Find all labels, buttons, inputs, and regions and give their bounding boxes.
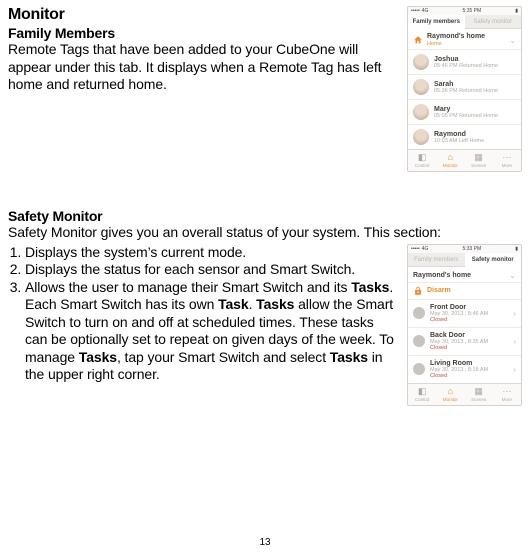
- sensor-dot-icon: [413, 335, 425, 347]
- sensor-row[interactable]: Living Room May 30, 2013 , 8:18 AM Close…: [408, 355, 521, 383]
- sensor-state: Closed: [430, 373, 488, 379]
- tab-family-members[interactable]: Family members: [408, 15, 465, 29]
- status-bar: ••••• 4G 5:33 PM ▮: [408, 245, 521, 253]
- more-icon: ⋯: [502, 387, 511, 396]
- sensor-row[interactable]: Front Door May 30, 2013 , 8:46 AM Closed…: [408, 299, 521, 327]
- avatar: [413, 54, 429, 70]
- sensor-state: Closed: [430, 317, 488, 323]
- sensor-name: Living Room: [430, 360, 488, 367]
- signal-dots: •••••: [411, 8, 420, 14]
- body-paragraph: Remote Tags that have been added to your…: [8, 41, 399, 94]
- page-number: 13: [0, 537, 530, 548]
- member-row[interactable]: Joshua 05:46 PM Returned Home: [408, 49, 521, 74]
- control-icon: ◧: [418, 153, 427, 162]
- nav-scenes[interactable]: ▦Scenes: [465, 150, 493, 171]
- bottom-nav: ◧Control ⌂Monitor ▦Scenes ⋯More: [408, 383, 521, 405]
- nav-more[interactable]: ⋯More: [493, 150, 521, 171]
- chevron-down-icon: ⌄: [509, 271, 516, 280]
- tab-safety-monitor[interactable]: Safety monitor: [465, 15, 522, 28]
- member-row[interactable]: Raymond 10:03 AM Left Home: [408, 124, 521, 149]
- avatar: [413, 79, 429, 95]
- avatar: [413, 104, 429, 120]
- sensor-name: Front Door: [430, 304, 488, 311]
- bottom-nav: ◧Control ⌂Monitor ▦Scenes ⋯More: [408, 149, 521, 171]
- monitor-icon: ⌂: [448, 153, 453, 162]
- battery-icon: ▮: [515, 8, 518, 14]
- home-name: Raymond's home: [427, 33, 485, 40]
- scenes-icon: ▦: [474, 153, 483, 162]
- home-header[interactable]: Raymond's home ⌄: [408, 267, 521, 282]
- subsection-title: Safety Monitor: [8, 208, 522, 224]
- list-item: Displays the status for each sensor and …: [25, 261, 399, 279]
- nav-control[interactable]: ◧Control: [408, 150, 436, 171]
- nav-monitor[interactable]: ⌂Monitor: [436, 384, 464, 405]
- chevron-down-icon: ⌄: [509, 36, 516, 45]
- member-name: Joshua: [434, 56, 498, 63]
- sensor-row[interactable]: Back Door May 30, 2013 , 8:35 AM Closed …: [408, 327, 521, 355]
- home-sublabel: Home: [427, 41, 485, 47]
- subsection-title: Family Members: [8, 25, 399, 41]
- intro-paragraph: Safety Monitor gives you an overall stat…: [8, 224, 522, 242]
- network-label: 4G: [422, 246, 429, 252]
- member-name: Sarah: [434, 81, 498, 88]
- nav-monitor[interactable]: ⌂Monitor: [436, 150, 464, 171]
- sensor-name: Back Door: [430, 332, 488, 339]
- tab-family-members[interactable]: Family members: [408, 253, 465, 266]
- control-icon: ◧: [418, 387, 427, 396]
- sensor-state: Closed: [430, 345, 488, 351]
- section-title: Monitor: [8, 6, 399, 24]
- network-label: 4G: [422, 8, 429, 14]
- sensor-time: May 30, 2013 , 8:18 AM: [430, 367, 488, 373]
- chevron-right-icon: ›: [513, 365, 516, 374]
- member-name: Raymond: [434, 131, 484, 138]
- feature-list: Displays the system’s current mode. Disp…: [8, 244, 399, 384]
- more-icon: ⋯: [502, 153, 511, 162]
- list-item: Allows the user to manage their Smart Sw…: [25, 279, 399, 384]
- nav-more[interactable]: ⋯More: [493, 384, 521, 405]
- sensor-dot-icon: [413, 307, 425, 319]
- member-status: 05:36 PM Returned Home: [434, 88, 498, 94]
- status-bar: ••••• 4G 5:35 PM ▮: [408, 7, 521, 15]
- monitor-icon: ⌂: [448, 387, 453, 396]
- member-row[interactable]: Mary 05:05 PM Returned Home: [408, 99, 521, 124]
- home-icon: [413, 35, 423, 45]
- screenshot-safety-monitor: ••••• 4G 5:33 PM ▮ Family members Safety…: [407, 244, 522, 406]
- list-item: Displays the system’s current mode.: [25, 244, 399, 262]
- member-row[interactable]: Sarah 05:36 PM Returned Home: [408, 74, 521, 99]
- signal-dots: •••••: [411, 246, 420, 252]
- screenshot-family-members: ••••• 4G 5:35 PM ▮ Family members Safety…: [407, 6, 522, 172]
- top-tabs: Family members Safety monitor: [408, 15, 521, 29]
- home-name: Raymond's home: [413, 272, 471, 279]
- member-name: Mary: [434, 106, 498, 113]
- clock: 5:35 PM: [463, 8, 482, 14]
- nav-scenes[interactable]: ▦Scenes: [465, 384, 493, 405]
- clock: 5:33 PM: [463, 246, 482, 252]
- scenes-icon: ▦: [474, 387, 483, 396]
- sensor-time: May 30, 2013 , 8:35 AM: [430, 339, 488, 345]
- sensor-time: May 30, 2013 , 8:46 AM: [430, 311, 488, 317]
- member-status: 10:03 AM Left Home: [434, 138, 484, 144]
- chevron-right-icon: ›: [513, 337, 516, 346]
- avatar: [413, 129, 429, 145]
- battery-icon: ▮: [515, 246, 518, 252]
- sensor-dot-icon: [413, 363, 425, 375]
- lock-open-icon: [413, 286, 423, 296]
- member-status: 05:46 PM Returned Home: [434, 63, 498, 69]
- member-status: 05:05 PM Returned Home: [434, 113, 498, 119]
- mode-label: Disarm: [427, 287, 451, 294]
- home-header[interactable]: Raymond's home Home ⌄: [408, 29, 521, 49]
- nav-control[interactable]: ◧Control: [408, 384, 436, 405]
- tab-safety-monitor[interactable]: Safety monitor: [465, 253, 522, 267]
- mode-row[interactable]: Disarm: [408, 282, 521, 299]
- chevron-right-icon: ›: [513, 309, 516, 318]
- top-tabs: Family members Safety monitor: [408, 253, 521, 267]
